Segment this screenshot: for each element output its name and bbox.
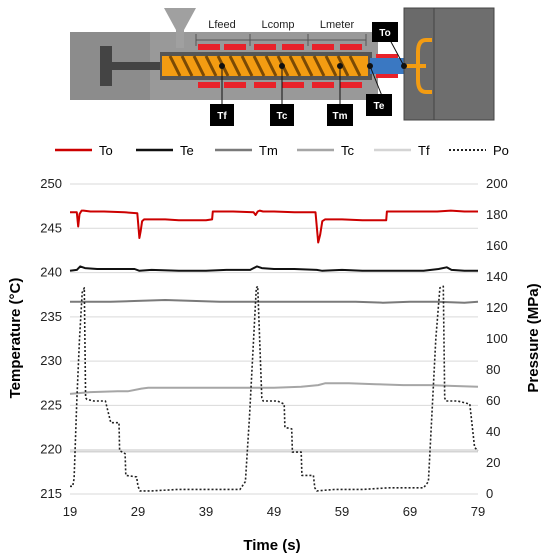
piston-cap bbox=[100, 46, 112, 86]
y2-tick-label: 120 bbox=[486, 300, 508, 315]
injection-diagram: Lfeed Lcomp Lmeter Tf Tc Tm To Te bbox=[70, 7, 495, 126]
y-tick-label: 225 bbox=[40, 397, 62, 412]
legend-label-tf: Tf bbox=[418, 143, 430, 158]
series-group bbox=[69, 209, 479, 492]
sensor-tm-badge bbox=[327, 104, 353, 126]
sensor-to-label: To bbox=[379, 28, 390, 39]
y-tick-label: 245 bbox=[40, 220, 62, 235]
y-tick-label: 235 bbox=[40, 309, 62, 324]
y2-tick-label: 0 bbox=[486, 486, 493, 501]
y2-tick-label: 200 bbox=[486, 176, 508, 191]
legend-label-tm: Tm bbox=[259, 143, 278, 158]
zone-label-lmeter: Lmeter bbox=[320, 19, 355, 31]
x-tick-label: 19 bbox=[63, 504, 77, 519]
y2-axis-ticks: 0 20 40 60 80 100 120 140 160 180 200 bbox=[486, 176, 508, 501]
zone-dimension-lines bbox=[195, 34, 367, 46]
y2-tick-label: 20 bbox=[486, 455, 500, 470]
legend-label-te: Te bbox=[180, 143, 194, 158]
y2-tick-label: 60 bbox=[486, 393, 500, 408]
zone-label-lfeed: Lfeed bbox=[208, 19, 236, 31]
x-tick-label: 39 bbox=[199, 504, 213, 519]
heater-bands bbox=[198, 44, 398, 88]
x-axis-ticks: 19 29 39 49 59 69 79 bbox=[63, 504, 485, 519]
y-tick-label: 220 bbox=[40, 442, 62, 457]
hopper-icon bbox=[164, 8, 196, 48]
legend-label-to: To bbox=[99, 143, 113, 158]
chart: 215 220 225 230 235 240 245 250 0 20 40 60 80 100 120… bbox=[7, 176, 542, 554]
y-axis-ticks: 215 220 225 230 235 240 245 250 bbox=[40, 176, 62, 501]
piston-rod bbox=[112, 62, 162, 70]
series-line-tm bbox=[70, 299, 479, 304]
legend-label-po: Po bbox=[493, 143, 509, 158]
y-tick-label: 240 bbox=[40, 265, 62, 280]
sensor-points bbox=[219, 63, 407, 69]
sensor-tm-label: Tm bbox=[333, 111, 348, 122]
x-tick-label: 29 bbox=[131, 504, 145, 519]
sensor-tf-label: Tf bbox=[217, 111, 227, 122]
y-tick-label: 215 bbox=[40, 486, 62, 501]
sensor-te-label: Te bbox=[374, 101, 385, 112]
sensor-tc-label: Tc bbox=[277, 111, 288, 122]
y-axis-title: Temperature (°C) bbox=[7, 278, 24, 399]
sensor-te-badge bbox=[366, 94, 392, 116]
legend: To Te Tm Tc Tf Po bbox=[55, 143, 509, 158]
y2-tick-label: 40 bbox=[486, 424, 500, 439]
zone-label-lcomp: Lcomp bbox=[261, 19, 294, 31]
series-line-po bbox=[70, 285, 479, 492]
y2-axis-title: Pressure (MPa) bbox=[525, 283, 542, 392]
x-tick-label: 49 bbox=[267, 504, 281, 519]
y2-tick-label: 180 bbox=[486, 207, 508, 222]
legend-label-tc: Tc bbox=[341, 143, 355, 158]
nozzle bbox=[370, 58, 404, 74]
y2-tick-label: 100 bbox=[486, 331, 508, 346]
sensor-tf-badge bbox=[210, 104, 234, 126]
series-line-to bbox=[70, 209, 478, 244]
y-tick-label: 250 bbox=[40, 176, 62, 191]
series-line-te bbox=[69, 265, 478, 272]
x-axis-title: Time (s) bbox=[243, 537, 300, 554]
y-tick-label: 230 bbox=[40, 353, 62, 368]
x-tick-label: 69 bbox=[403, 504, 417, 519]
sensor-leaders bbox=[221, 39, 405, 104]
x-tick-label: 79 bbox=[471, 504, 485, 519]
y2-tick-label: 80 bbox=[486, 362, 500, 377]
sensor-tc-badge bbox=[270, 104, 294, 126]
mold-cavity bbox=[404, 38, 432, 94]
mold-right-plate bbox=[433, 7, 495, 121]
y2-tick-label: 160 bbox=[486, 238, 508, 253]
series-line-tc bbox=[69, 382, 479, 395]
y2-tick-label: 140 bbox=[486, 269, 508, 284]
gridlines bbox=[70, 183, 478, 495]
sensor-to-badge bbox=[372, 22, 398, 42]
x-tick-label: 59 bbox=[335, 504, 349, 519]
